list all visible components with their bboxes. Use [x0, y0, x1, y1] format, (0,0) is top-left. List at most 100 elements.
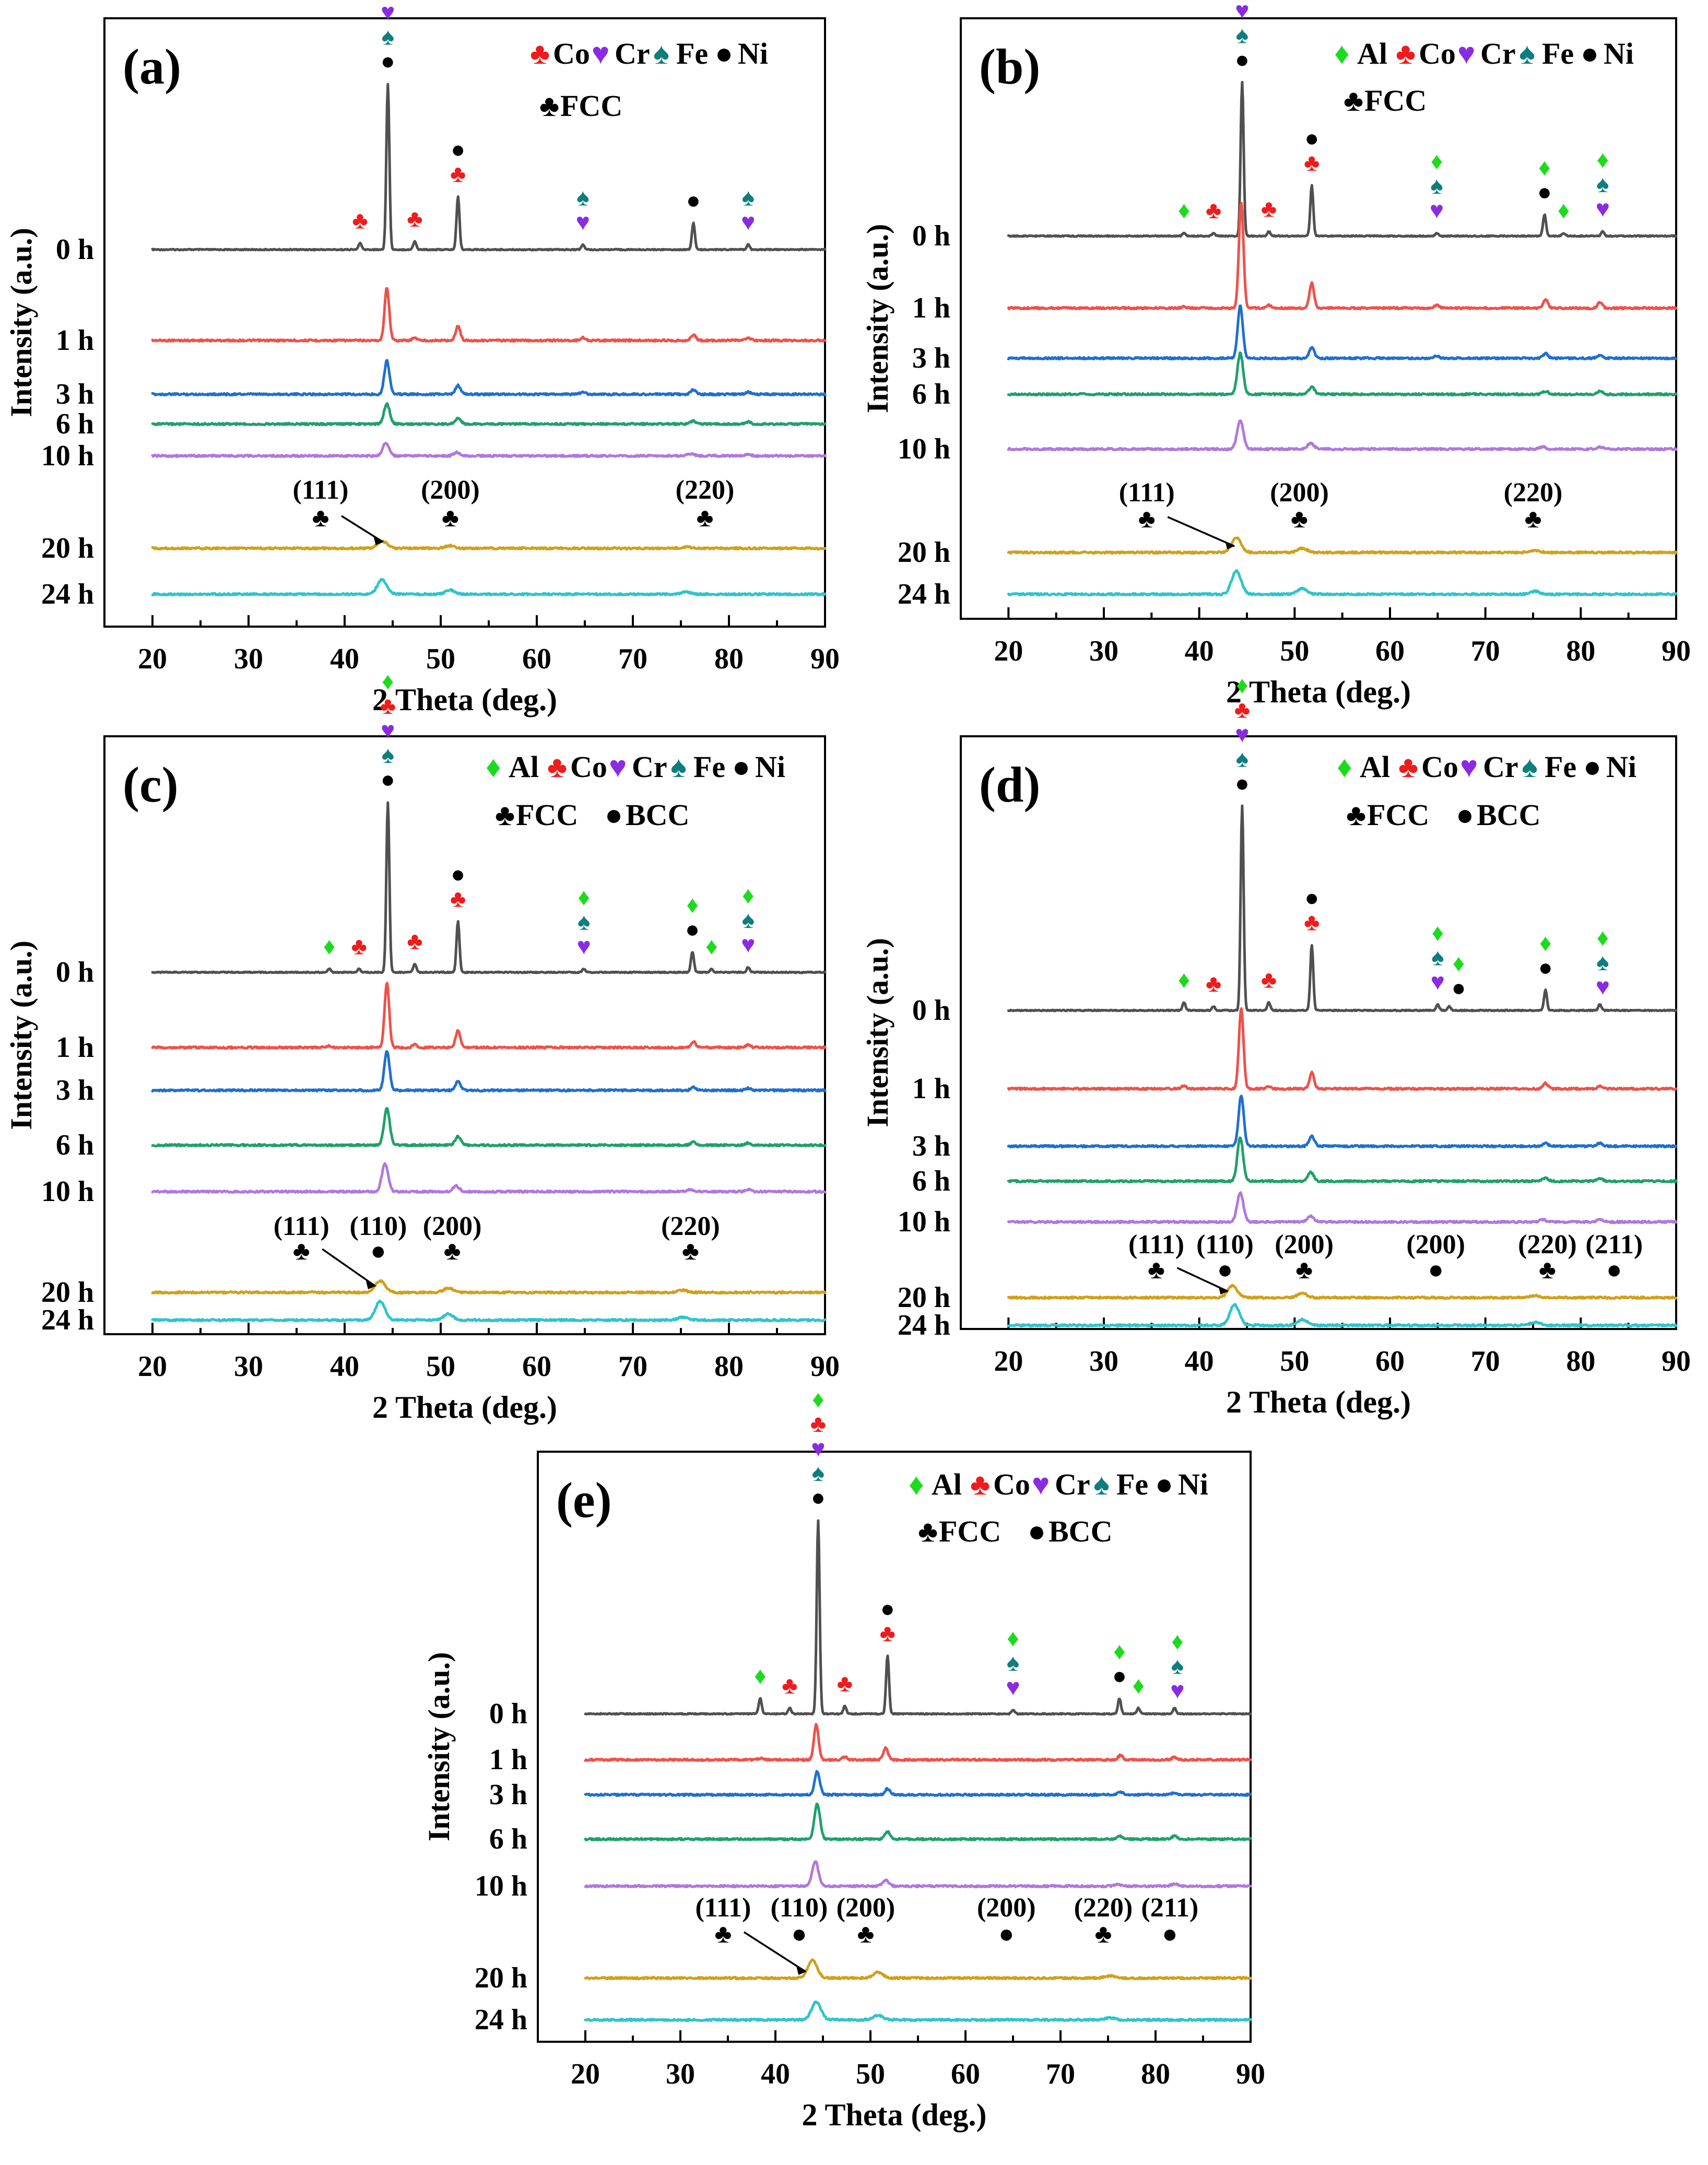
peak-marker-cr: ♥ — [1235, 721, 1249, 748]
legend-symbol-bcc: ● — [605, 798, 623, 832]
peak-marker-ni: ● — [811, 1484, 826, 1511]
peak-marker-al: ♦ — [1132, 1672, 1144, 1699]
hkl-symbol-fcc: ♣ — [444, 1236, 461, 1265]
legend-symbol-ni: ● — [715, 37, 733, 70]
peak-marker-cr: ♥ — [1430, 197, 1444, 223]
peak-marker-cr: ♥ — [1596, 973, 1610, 1000]
legend-label-fe: Fe — [1542, 37, 1574, 70]
plot-frame — [103, 17, 826, 628]
legend-symbol-al: ♦ — [909, 1467, 924, 1501]
annotation-arrow — [341, 515, 384, 543]
legend-label-fe: Fe — [1116, 1467, 1148, 1501]
legend-symbol-bcc: ● — [1456, 798, 1474, 832]
x-axis-label: 2 Theta (deg.) — [372, 1390, 557, 1425]
trace-0h — [151, 83, 827, 252]
y-axis-label: Intensity (a.u.) — [861, 224, 894, 414]
peak-marker-co: ♣ — [450, 885, 466, 912]
legend-symbol-ni: ● — [732, 750, 750, 784]
trace-3h — [151, 1050, 827, 1093]
panel-label: (c) — [123, 757, 179, 813]
x-tick-label: 80 — [714, 1350, 744, 1383]
trace-1h — [1007, 1007, 1678, 1091]
series-label: 10 h — [898, 1206, 950, 1238]
trace-24h — [151, 578, 827, 597]
legend-label-co: Co — [993, 1467, 1030, 1501]
legend-label-al: Al — [1360, 750, 1390, 784]
x-tick-label: 60 — [1375, 1345, 1405, 1378]
peak-marker-al: ♦ — [1113, 1638, 1125, 1664]
annotation-arrowhead — [1218, 1286, 1228, 1295]
hkl-label: (211) — [1585, 1230, 1643, 1260]
hkl-symbol-fcc: ♣ — [1291, 504, 1308, 533]
hkl-symbol-fcc: ♣ — [1138, 504, 1156, 533]
peak-marker-al: ♦ — [1236, 672, 1248, 699]
x-tick-label: 40 — [330, 643, 359, 675]
hkl-symbol-fcc: ♣ — [442, 503, 459, 532]
legend-label-bcc: BCC — [626, 798, 689, 832]
legend-symbol-al: ♦ — [1337, 750, 1352, 784]
peak-marker-al: ♦ — [1432, 919, 1444, 946]
legend-label-fcc: FCC — [1367, 798, 1429, 832]
x-tick-label: 50 — [1280, 635, 1309, 667]
peak-marker-fe: ♠ — [742, 184, 755, 210]
hkl-symbol-fcc: ♣ — [1295, 1255, 1313, 1284]
peak-marker-co: ♣ — [380, 692, 396, 719]
peak-marker-fe: ♠ — [812, 1460, 824, 1486]
legend-symbol-ni: ● — [1155, 1467, 1173, 1501]
peak-marker-cr: ♥ — [381, 717, 395, 744]
legend-symbol-cr: ♥ — [1032, 1467, 1050, 1501]
x-tick-label: 40 — [1185, 1345, 1214, 1378]
legend-symbol-co: ♣ — [1396, 37, 1416, 70]
trace-20h — [1007, 536, 1678, 555]
peak-marker-fe: ♠ — [578, 908, 590, 935]
annotation-arrow — [743, 1931, 807, 1973]
peak-marker-al: ♦ — [754, 1662, 766, 1689]
legend-symbol-al: ♦ — [486, 750, 501, 784]
y-axis-label: Intensity (a.u.) — [4, 228, 38, 417]
hkl-symbol-bcc: ● — [1606, 1255, 1622, 1284]
trace-0h — [1007, 80, 1678, 238]
legend-label-cr: Cr — [1055, 1467, 1090, 1501]
peak-marker-ni: ● — [880, 1595, 895, 1622]
legend-label-cr: Cr — [1483, 750, 1518, 784]
series-label: 0 h — [56, 233, 94, 266]
hkl-symbol-fcc: ♣ — [857, 1919, 874, 1948]
hkl-label: (200) — [423, 1211, 482, 1241]
hkl-label: (111) — [293, 475, 349, 505]
peak-marker-co: ♣ — [351, 933, 367, 959]
peak-marker-al: ♦ — [1178, 966, 1190, 993]
series-label: 6 h — [56, 408, 94, 440]
trace-1h — [151, 982, 827, 1050]
trace-10h — [1007, 1191, 1678, 1225]
hkl-symbol-bcc: ● — [1162, 1919, 1177, 1948]
legend-symbol-cr: ♥ — [1460, 750, 1478, 784]
x-tick-label: 30 — [1089, 1345, 1118, 1378]
x-tick-label: 80 — [1141, 2058, 1170, 2090]
hkl-symbol-fcc: ♣ — [1539, 1255, 1556, 1284]
legend-label-cr: Cr — [632, 750, 667, 784]
peak-marker-cr: ♥ — [741, 208, 755, 235]
trace-3h — [1007, 304, 1678, 361]
legend-label-fcc: FCC — [516, 798, 578, 832]
legend-label-ni: Ni — [1604, 37, 1634, 70]
x-tick-label: 50 — [426, 1350, 455, 1383]
x-tick-label: 20 — [994, 1345, 1023, 1378]
panel-label: (a) — [123, 39, 181, 95]
series-label: 1 h — [912, 292, 950, 324]
series-label: 1 h — [56, 1031, 94, 1064]
legend-symbol-bcc: ● — [1028, 1514, 1046, 1548]
peak-marker-fe: ♠ — [576, 184, 589, 210]
peak-marker-al: ♦ — [705, 933, 717, 959]
hkl-label: (200) — [977, 1893, 1036, 1923]
panel-label: (b) — [979, 39, 1040, 95]
peak-marker-fe: ♠ — [1236, 746, 1248, 772]
legend-label-cr: Cr — [1480, 37, 1516, 70]
peak-marker-al: ♦ — [323, 933, 335, 959]
x-tick-label: 60 — [1375, 635, 1405, 667]
hkl-symbol-bcc: ● — [998, 1919, 1014, 1948]
peak-marker-co: ♣ — [1206, 197, 1221, 223]
peak-marker-cr: ♥ — [577, 933, 591, 959]
plot-frame — [960, 735, 1677, 1330]
peak-marker-co: ♣ — [380, 0, 396, 1]
